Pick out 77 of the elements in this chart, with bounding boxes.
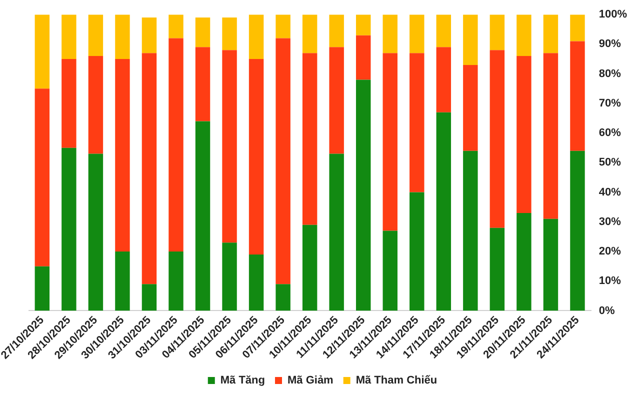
bar xyxy=(382,53,398,231)
bar xyxy=(356,80,371,311)
bar xyxy=(570,14,585,42)
bar xyxy=(436,112,452,311)
bar xyxy=(382,230,398,311)
bar xyxy=(115,252,130,311)
bar xyxy=(88,56,104,154)
y-tick-label: 10% xyxy=(598,275,622,288)
bar xyxy=(168,38,184,252)
bar xyxy=(168,14,184,38)
bar xyxy=(142,53,157,284)
bar xyxy=(329,14,344,48)
bar xyxy=(195,47,210,122)
bar xyxy=(570,150,585,311)
bar xyxy=(436,14,452,48)
bar xyxy=(543,218,558,311)
y-tick-label: 50% xyxy=(598,156,622,169)
bar xyxy=(142,18,157,54)
bar xyxy=(88,14,104,56)
bar xyxy=(222,18,237,50)
bar xyxy=(490,50,505,228)
bar xyxy=(62,148,76,311)
bar xyxy=(248,14,264,60)
bar xyxy=(463,64,478,151)
y-tick-label: 60% xyxy=(598,127,622,140)
bar xyxy=(302,14,318,54)
bar xyxy=(543,53,558,219)
bar xyxy=(34,266,50,311)
bar xyxy=(195,121,210,311)
bar xyxy=(382,14,398,54)
bar xyxy=(115,59,130,252)
bar xyxy=(436,47,452,112)
y-tick-label: 100% xyxy=(598,8,628,21)
bar xyxy=(222,50,237,243)
bar xyxy=(356,35,371,80)
bar xyxy=(463,150,478,311)
bar xyxy=(490,14,505,50)
bar xyxy=(516,14,532,56)
bar xyxy=(34,88,50,266)
y-tick-label: 90% xyxy=(598,38,622,50)
bar xyxy=(248,254,264,311)
bar xyxy=(329,47,344,154)
legend-label: Mã Tham Chiếu xyxy=(356,374,438,387)
bar xyxy=(329,154,344,311)
bar xyxy=(490,228,505,311)
bar xyxy=(410,192,424,311)
bar xyxy=(142,284,157,311)
y-tick-label: 40% xyxy=(598,186,622,198)
bar xyxy=(302,53,318,225)
bar xyxy=(356,14,371,36)
y-tick-label: 20% xyxy=(598,246,622,258)
bar xyxy=(516,56,532,214)
y-tick-label: 0% xyxy=(598,304,615,317)
bar xyxy=(410,53,424,192)
legend-label: Mã Giảm xyxy=(287,374,334,387)
bar xyxy=(195,18,210,48)
bar xyxy=(34,14,50,89)
bar xyxy=(248,59,264,254)
y-tick-label: 80% xyxy=(598,68,622,80)
legend-label: Mã Tăng xyxy=(220,374,265,387)
bar xyxy=(302,224,318,311)
bar xyxy=(543,14,558,54)
bar xyxy=(570,41,585,151)
bar xyxy=(276,14,290,38)
y-tick-label: 30% xyxy=(598,216,622,228)
bar xyxy=(168,252,184,311)
bar xyxy=(463,14,478,65)
bar xyxy=(410,14,424,54)
bar xyxy=(516,213,532,311)
bar xyxy=(276,38,290,284)
bar xyxy=(222,242,237,311)
bar xyxy=(276,284,290,311)
bar xyxy=(115,14,130,60)
bar xyxy=(62,14,76,60)
y-tick-label: 70% xyxy=(598,97,622,110)
bar xyxy=(88,154,104,311)
bar xyxy=(62,59,76,148)
